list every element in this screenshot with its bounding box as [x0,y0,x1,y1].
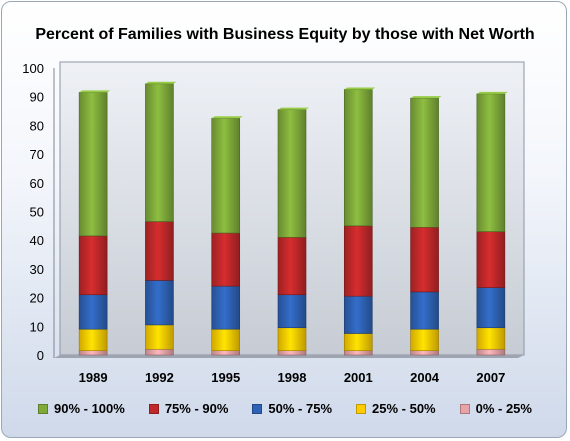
y-tick-label: 70 [30,147,44,162]
bar-segment [476,287,506,329]
legend-label: 25% - 50% [372,401,436,416]
legend-item: 75% - 90% [148,401,229,416]
bar-segment [211,350,241,356]
legend-swatch [148,403,159,414]
bar-segment [410,97,439,228]
legend-label: 50% - 75% [268,401,333,416]
bar-segment [343,295,373,334]
bar-segment [78,350,108,356]
x-tick-label: 2001 [344,370,373,385]
bar-segment [277,294,307,329]
bar-segment [277,109,307,238]
legend-swatch [356,403,367,414]
bar-segment [277,327,307,351]
y-tick-label: 40 [30,233,44,248]
bar-cap [211,116,243,119]
bar-segment [145,221,174,281]
legend-item: 90% - 100% [38,401,125,416]
x-tick-label: 2007 [476,370,505,385]
bar-segment [410,350,439,356]
legend-item: 0% - 25% [459,401,532,416]
x-tick-label: 1989 [79,370,108,385]
bar-cap [476,91,508,94]
bar-segment [78,328,108,351]
bar-segment [476,327,506,350]
y-tick-label: 100 [22,61,44,76]
legend-swatch [252,403,263,414]
bar-cap [344,87,376,90]
bar-cap [145,81,177,84]
y-tick-label: 50 [30,205,44,220]
x-tick-label: 1992 [145,370,174,385]
plot-floor [54,355,524,358]
y-tick-label: 30 [30,262,44,277]
legend-label: 90% - 100% [54,401,125,416]
y-tick-label: 60 [30,176,44,191]
y-tick-label: 80 [30,118,44,133]
bar-segment [343,225,373,297]
bar-cap [278,107,309,110]
bar-segment [211,232,241,287]
legend-item: 25% - 50% [356,401,436,416]
y-tick-label: 10 [30,319,44,334]
bar-segment [78,294,108,330]
bar-segment [476,348,506,356]
bar-segment [476,93,506,232]
bar-segment [476,231,506,288]
x-tick-label: 1998 [278,370,307,385]
bar-segment [145,324,174,350]
chart-title: Percent of Families with Business Equity… [35,26,535,43]
bar-segment [211,285,241,330]
legend-item: 50% - 75% [252,401,332,416]
bar-segment [78,235,108,296]
bar-segment [343,333,373,351]
bar-segment [410,328,439,351]
bar-segment [145,83,174,222]
bar-segment [211,328,241,351]
bar-segment [277,350,307,356]
bar-segment [410,291,439,330]
bar-segment [343,350,373,356]
chart-plot: 0 10 20 30 40 50 60 70 80 90 100 1989 1992 1995 1998 20… [22,61,525,385]
x-tick-label: 1995 [211,370,240,385]
bar-segment [145,280,174,326]
bar-cap [410,96,442,99]
bar-segment [343,89,373,227]
bar-segment [277,237,307,296]
legend-swatch [459,403,470,414]
chart-legend: 90% - 100% 75% - 90% 50% - 75% 25% - 50% 0% … [2,401,566,416]
bar-segment [145,348,174,356]
legend-label: 75% - 90% [164,401,229,416]
y-tick-label: 0 [37,348,44,363]
y-tick-label: 90 [30,90,44,105]
bar-segment [78,92,108,237]
bar-cap [79,90,111,93]
legend-swatch [38,403,48,414]
bar-segment [410,226,439,293]
x-tick-label: 2004 [410,370,440,385]
y-tick-label: 20 [30,291,44,306]
bar-segment [211,117,241,234]
legend-label: 0% - 25% [475,401,532,416]
